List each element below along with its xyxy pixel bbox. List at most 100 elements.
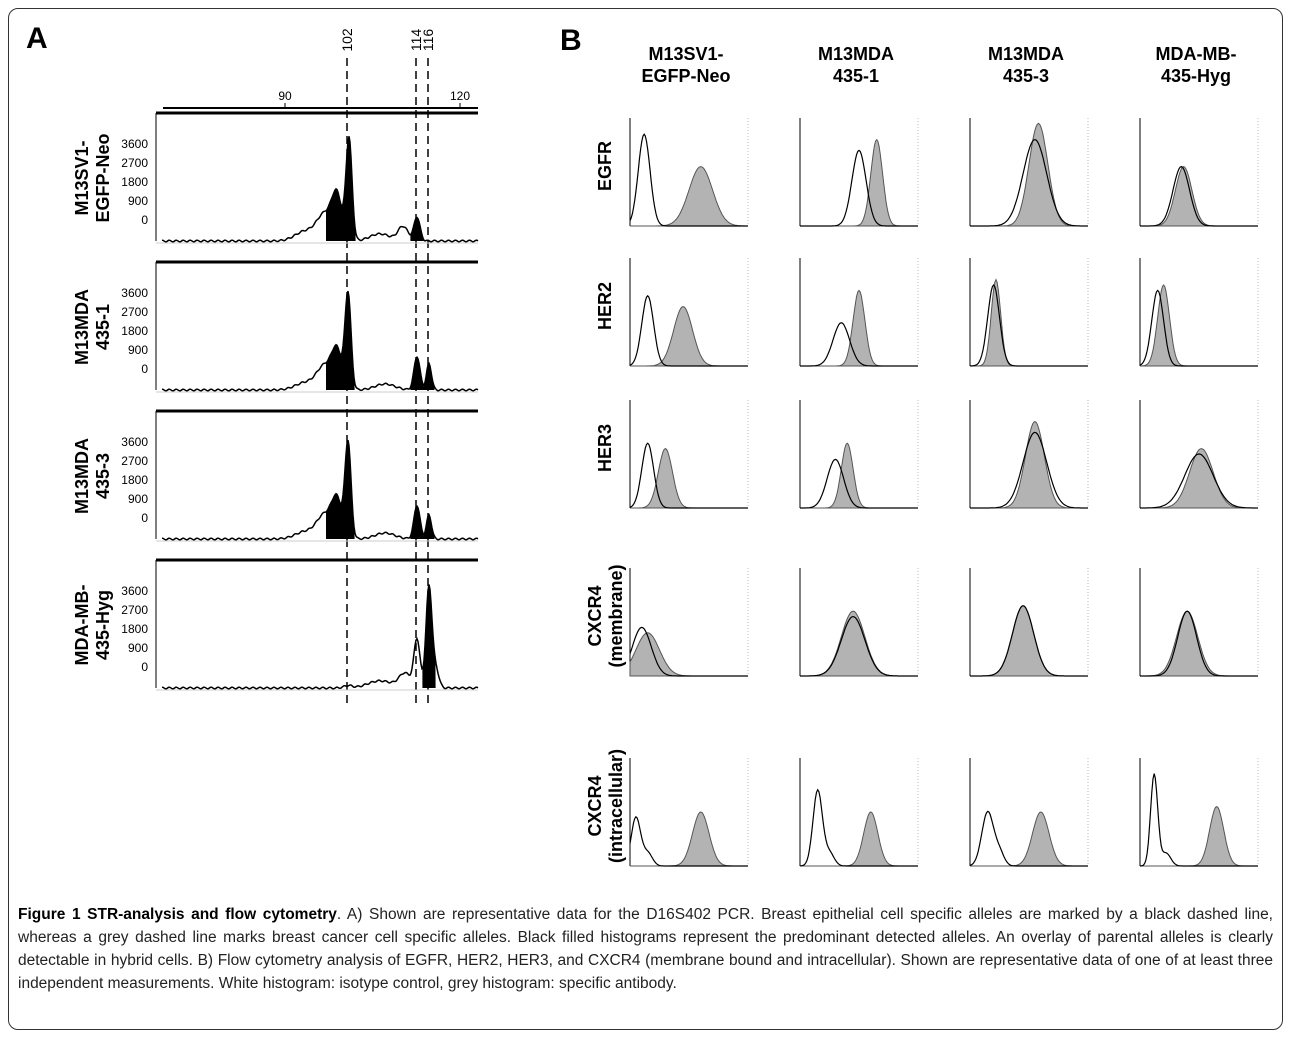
allele-peak	[410, 217, 424, 241]
y-tick-label: 3600	[121, 584, 148, 598]
row-label-line: EGFR	[595, 141, 615, 191]
sample-label: M13SV1-EGFP-Neo	[72, 133, 113, 222]
row-label: HER3	[595, 424, 615, 472]
specific-histogram	[630, 447, 748, 509]
sample-label: MDA-MB-435-Hyg	[72, 585, 113, 666]
y-tick-label: 1800	[121, 473, 148, 487]
specific-histogram	[970, 122, 1088, 227]
y-tick-label: 0	[141, 362, 148, 376]
specific-histogram	[800, 289, 918, 367]
isotype-histogram	[629, 133, 748, 227]
allele-label: 114	[408, 29, 424, 52]
allele-peak	[423, 363, 435, 390]
row-label: EGFR	[595, 141, 615, 191]
specific-histogram	[970, 278, 1088, 367]
specific-histogram	[800, 442, 918, 509]
sample-label: M13MDA435-1	[72, 289, 113, 365]
isotype-histogram	[1140, 165, 1258, 227]
column-label: EGFP-Neo	[641, 66, 730, 86]
y-tick-label: 2700	[121, 156, 148, 170]
isotype-histogram	[629, 442, 748, 509]
specific-histogram	[630, 811, 748, 867]
specific-histogram	[970, 421, 1088, 509]
y-tick-label: 1800	[121, 622, 148, 636]
sample-label-line: EGFP-Neo	[93, 133, 113, 222]
column-label: 435-1	[833, 66, 879, 86]
column-label: MDA-MB-	[1156, 44, 1237, 64]
column-label: M13SV1-	[648, 44, 723, 64]
specific-histogram	[1140, 610, 1258, 677]
scale-label: 90	[278, 89, 292, 103]
sample-label-line: 435-3	[93, 453, 113, 499]
y-tick-label: 0	[141, 511, 148, 525]
row-label: CXCR4(intracellular)	[585, 749, 626, 863]
caption-title: Figure 1 STR-analysis and flow cytometry	[18, 906, 337, 923]
specific-histogram	[800, 811, 918, 867]
specific-histogram	[630, 166, 748, 227]
isotype-histogram	[969, 810, 1088, 867]
y-tick-label: 900	[128, 343, 148, 357]
isotype-histogram	[629, 294, 748, 367]
row-label-line: HER3	[595, 424, 615, 472]
sample-label-line: MDA-MB-	[72, 585, 92, 666]
row-label: HER2	[595, 282, 615, 330]
allele-peak	[410, 506, 424, 539]
scale-label: 120	[450, 89, 470, 103]
allele-peak	[326, 440, 348, 539]
column-label: 435-Hyg	[1161, 66, 1231, 86]
y-tick-label: 1800	[121, 324, 148, 338]
y-tick-label: 2700	[121, 305, 148, 319]
sample-label-line: M13MDA	[72, 438, 92, 514]
specific-histogram	[1140, 448, 1258, 509]
y-tick-label: 900	[128, 641, 148, 655]
y-tick-label: 0	[141, 213, 148, 227]
isotype-histogram	[970, 605, 1088, 677]
trace	[161, 290, 479, 392]
specific-histogram	[1139, 284, 1258, 367]
y-tick-label: 900	[128, 492, 148, 506]
allele-peak	[410, 357, 424, 390]
y-tick-label: 2700	[121, 454, 148, 468]
y-tick-label: 1800	[121, 175, 148, 189]
sample-label-line: M13MDA	[72, 289, 92, 365]
isotype-histogram	[969, 284, 1088, 367]
panel-label: B	[560, 24, 582, 57]
isotype-histogram	[970, 138, 1088, 227]
row-label-line: (intracellular)	[606, 749, 626, 863]
column-label: M13MDA	[988, 44, 1064, 64]
allele-peak	[326, 291, 348, 390]
y-tick-label: 0	[141, 660, 148, 674]
row-label-line: CXCR4	[585, 775, 605, 836]
sample-label-line: 435-Hyg	[93, 590, 113, 660]
allele-label: 116	[420, 29, 436, 52]
column-label: M13MDA	[818, 44, 894, 64]
allele-peak	[422, 584, 436, 688]
specific-histogram	[629, 632, 748, 677]
isotype-histogram	[800, 322, 918, 367]
row-label-line: CXCR4	[585, 585, 605, 646]
allele-peak	[423, 514, 435, 539]
isotype-histogram	[1139, 289, 1258, 367]
isotype-histogram	[629, 626, 748, 677]
sample-label-line: M13SV1-	[72, 140, 92, 215]
panel-label: A	[26, 22, 48, 55]
sample-label-line: 435-1	[93, 304, 113, 350]
caption: Figure 1 STR-analysis and flow cytometry…	[18, 903, 1273, 995]
y-tick-label: 900	[128, 194, 148, 208]
specific-histogram	[800, 610, 918, 677]
isotype-histogram	[800, 615, 918, 677]
row-label-line: (membrane)	[606, 564, 626, 667]
trace	[161, 136, 479, 243]
caption-text: . A) Shown are representative data for t…	[18, 906, 1273, 992]
column-label: 435-3	[1003, 66, 1049, 86]
trace	[161, 584, 479, 690]
row-label: CXCR4(membrane)	[585, 564, 626, 667]
allele-label: 102	[339, 28, 355, 52]
specific-histogram	[970, 811, 1088, 867]
y-tick-label: 2700	[121, 603, 148, 617]
sample-label: M13MDA435-3	[72, 438, 113, 514]
isotype-histogram	[1139, 773, 1258, 867]
specific-histogram	[630, 306, 748, 367]
isotype-histogram	[1140, 610, 1258, 677]
